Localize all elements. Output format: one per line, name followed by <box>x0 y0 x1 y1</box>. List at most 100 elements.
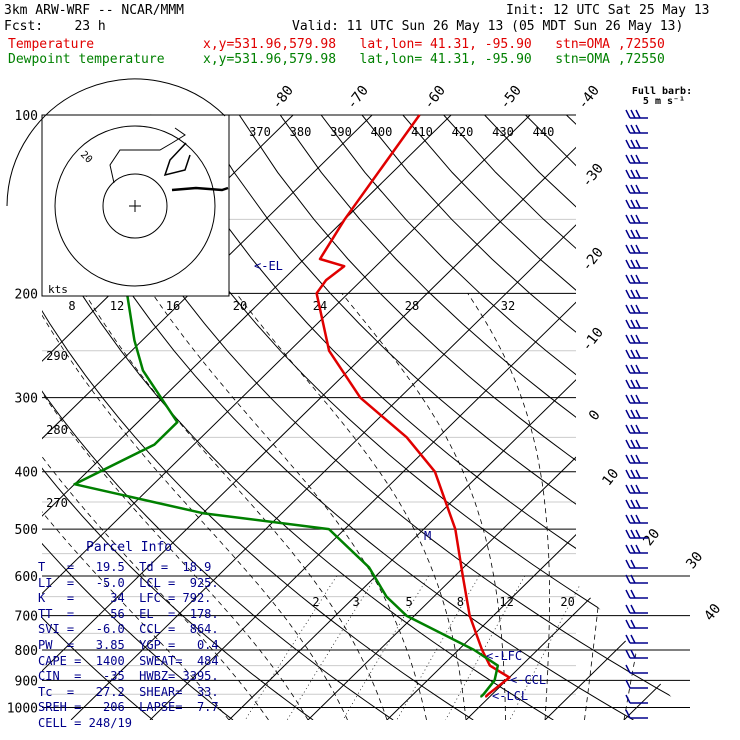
theta-label: 370 <box>249 125 271 139</box>
hodograph-ring <box>6 78 226 207</box>
hodograph-kts-label: 8 <box>68 299 75 313</box>
parcel-info-row: Tc = 27.2 SHEAR= 33. <box>38 684 219 699</box>
temperature-location: x,y=531.96,579.98 lat,lon= 41.31, -95.90… <box>203 37 665 52</box>
wind-barb-flag <box>625 139 631 149</box>
wind-barb-flag <box>625 214 631 224</box>
wind-barb-flag <box>625 109 631 119</box>
isotherm-line <box>386 115 690 720</box>
dewpoint-point <box>153 443 156 446</box>
wind-barb-flag <box>635 334 641 344</box>
theta-side-label: 270 <box>46 496 68 510</box>
temperature-tick-label: -70 <box>344 83 372 113</box>
wind-barb-flag <box>625 199 631 209</box>
mixing-ratio-line <box>286 575 377 720</box>
wind-barb-flag <box>625 274 631 284</box>
hodograph-trace-low <box>171 186 229 192</box>
dewpoint-label: Dewpoint temperature <box>8 52 165 67</box>
wind-barb-flag <box>630 529 636 539</box>
dry-adiabat <box>116 115 690 720</box>
wind-barb-flag <box>635 274 641 284</box>
wind-barb-flag <box>630 454 636 464</box>
wind-barb-flag <box>625 574 631 584</box>
parcel-info-row: SVI = -6.0 CCL = 864. <box>38 622 219 637</box>
wind-barb-flag <box>630 424 636 434</box>
theta-side-label: 280 <box>46 423 68 437</box>
wind-barb-flag <box>625 649 631 659</box>
wind-barb-flag <box>630 469 636 479</box>
valid-time: Valid: 11 UTC Sun 26 May 13 (05 MDT Sun … <box>292 19 684 34</box>
pressure-tick-label: 900 <box>15 674 38 689</box>
temperature-point <box>462 575 464 577</box>
moist-adiabat <box>467 293 550 720</box>
wind-barb-flag <box>625 559 631 569</box>
wind-barb-flag <box>635 469 641 479</box>
dewpoint-point <box>73 483 76 485</box>
wind-barb-flag <box>625 409 631 419</box>
dry-adiabat <box>42 115 474 720</box>
temperature-label: Temperature <box>8 37 95 52</box>
moist-adiabat <box>84 293 388 720</box>
wind-barb-flag <box>625 544 631 554</box>
isotherm-line <box>228 115 690 720</box>
wind-barb-flag <box>635 364 641 374</box>
wind-barb-flag <box>635 229 641 239</box>
wind-barb-flag <box>625 229 631 239</box>
mixing-ratio-label: 5 <box>405 595 412 609</box>
isotherm-line <box>149 115 690 720</box>
dewpoint-point <box>405 615 408 617</box>
temperature-tick-label: -10 <box>579 325 607 355</box>
temperature-point <box>315 292 318 294</box>
mixing-ratio-label: 3 <box>352 595 359 609</box>
wind-barb-flag <box>635 154 641 164</box>
mixing-ratio-label: 2 <box>312 595 319 609</box>
temperature-point <box>489 665 491 667</box>
dewpoint-point <box>133 339 136 341</box>
wind-barb-flag <box>630 439 636 449</box>
init-time: Init: 12 UTC Sat 25 May 13 <box>506 3 710 18</box>
wind-barb-flag <box>630 109 636 119</box>
mixing-ratio-line <box>244 575 337 720</box>
isotherm-line <box>42 115 531 720</box>
mixing-ratio-line <box>396 575 480 720</box>
wind-barb-flag <box>635 529 641 539</box>
hodograph-kts-label: 32 <box>501 299 515 313</box>
mixing-ratio-line <box>509 575 586 720</box>
theta-label: 420 <box>452 125 474 139</box>
wind-barb-flag <box>635 259 641 269</box>
wind-barb-flag <box>625 454 631 464</box>
wind-barb-flag <box>635 424 641 434</box>
theta-label: 390 <box>330 125 352 139</box>
dry-adiabat <box>647 115 690 720</box>
isotherm-line <box>465 115 690 720</box>
dry-adiabat <box>157 115 690 720</box>
parcel-info-row: TT = 56 EL = 178. <box>38 606 219 621</box>
temperature-point <box>325 279 327 281</box>
level-marker: <-LFC <box>486 649 522 663</box>
wind-barb-flag <box>625 439 631 449</box>
theta-label: 440 <box>533 125 555 139</box>
barb-legend-title: Full barb: <box>632 86 692 97</box>
temperature-point <box>328 350 330 352</box>
wind-barb-flag <box>630 484 636 494</box>
hodograph-kts-label: 28 <box>405 299 419 313</box>
dry-adiabat <box>42 115 234 720</box>
dry-adiabat <box>42 115 554 720</box>
wind-barb-flag <box>630 169 636 179</box>
model-title: 3km ARW-WRF -- NCAR/MMM <box>4 3 185 18</box>
wind-barb-flag <box>625 289 631 299</box>
wind-barb-flag <box>635 454 641 464</box>
dewpoint-point <box>473 649 475 651</box>
wind-barb-flag <box>635 544 641 554</box>
theta-label: 400 <box>371 125 393 139</box>
parcel-info-row: CIN = -35 HWBZ= 3395. <box>38 669 219 684</box>
temperature-point <box>469 615 471 617</box>
dry-adiabat <box>42 115 154 720</box>
wind-barb-flag <box>625 514 631 524</box>
wind-barb-flag <box>625 589 631 599</box>
wind-barb-flag <box>625 679 631 689</box>
dry-adiabat <box>42 115 634 720</box>
wind-barb-flag <box>625 664 631 674</box>
hodograph-kts-label: 20 <box>233 299 247 313</box>
mixing-ratio-label: 12 <box>499 595 513 609</box>
wind-barb-flag <box>635 289 641 299</box>
